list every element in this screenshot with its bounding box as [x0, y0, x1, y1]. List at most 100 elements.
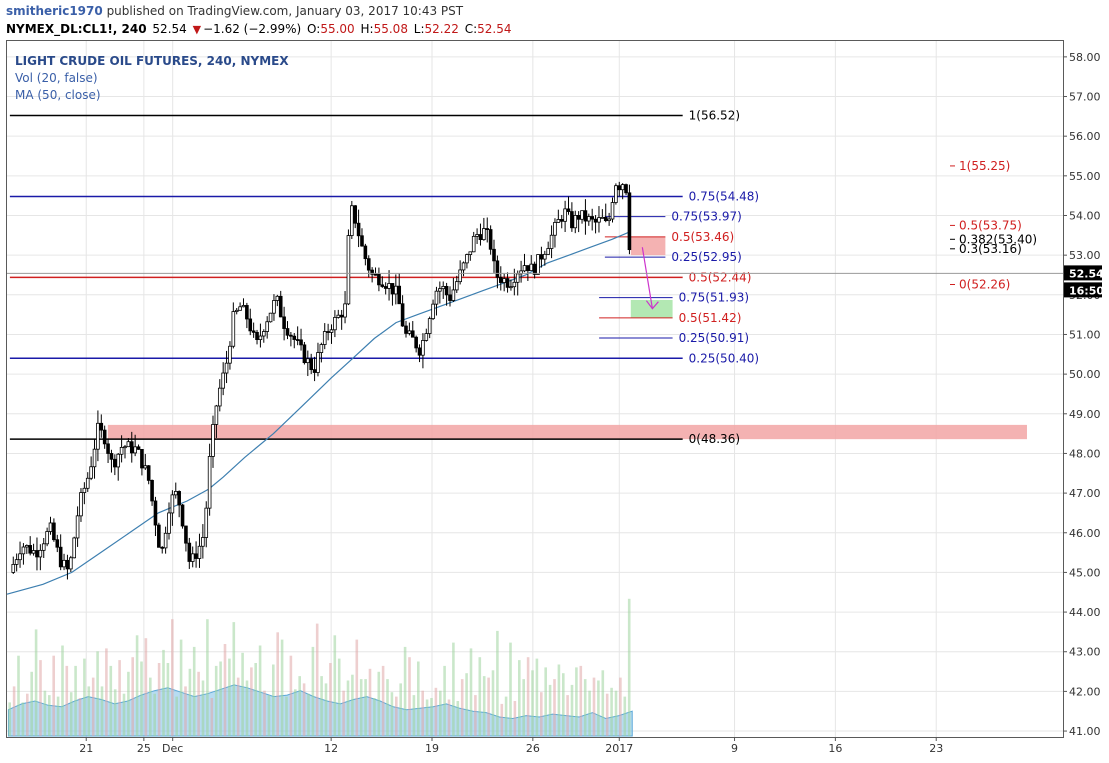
candle [421, 333, 425, 369]
candle-body [309, 358, 313, 371]
volume-bar [474, 695, 477, 736]
candle [251, 322, 256, 338]
candle-body [468, 251, 473, 255]
volume-bar [570, 684, 574, 736]
candle-body [326, 331, 330, 333]
candle [553, 218, 557, 248]
candle [519, 260, 523, 283]
candle [627, 184, 632, 255]
candle-body [421, 340, 425, 356]
candle-body [224, 362, 229, 374]
candle-body [146, 465, 151, 481]
x-tick-label: Dec [162, 742, 183, 755]
volume-bar [219, 661, 222, 736]
candle [407, 322, 412, 336]
candle [150, 479, 154, 506]
candle-body [119, 446, 124, 455]
author-link[interactable]: smitheric1970 [6, 4, 103, 18]
candle-body [336, 314, 341, 318]
volume-bar [171, 619, 174, 736]
candle-body [312, 369, 317, 373]
candle-body [75, 515, 80, 539]
volume-bar [562, 673, 565, 736]
candle [21, 543, 26, 565]
candle [370, 267, 374, 283]
volume-bar [214, 665, 218, 736]
candle [610, 197, 615, 223]
legend-volume[interactable]: Vol (20, false) [15, 71, 98, 85]
volume-bar [17, 655, 20, 736]
candle [549, 225, 554, 259]
candle [123, 444, 127, 459]
level-label: 0.5(52.44) [689, 270, 752, 284]
volume-bar [592, 677, 596, 736]
volume-bar [588, 690, 591, 736]
candle-body [21, 546, 26, 555]
legend-ma[interactable]: MA (50, close) [15, 88, 101, 102]
x-tick-label: 12 [324, 742, 338, 755]
candle [438, 281, 442, 304]
candle-body [221, 372, 225, 389]
candle-body [109, 453, 114, 460]
candle-body [245, 305, 249, 320]
volume-bar [254, 663, 257, 736]
low-label: L: [413, 22, 425, 36]
candle-body [380, 284, 385, 287]
candle-body [343, 303, 347, 318]
volume-bar [109, 665, 113, 736]
x-tick-label: 25 [137, 742, 151, 755]
y-tick-label: 44.00 [1069, 606, 1101, 619]
zone-sell-zone [630, 236, 666, 256]
candle [505, 272, 510, 293]
candle [180, 504, 185, 529]
volume-bar [267, 695, 271, 736]
candle [387, 270, 391, 301]
candle-body [306, 358, 310, 364]
legend-title[interactable]: LIGHT CRUDE OIL FUTURES, 240, NYMEX [15, 54, 289, 68]
candle-body [65, 559, 70, 570]
volume-bar [522, 679, 525, 736]
candle-body [167, 512, 171, 534]
candle-body [197, 545, 202, 559]
candle-body [570, 211, 574, 229]
volume-bar [417, 661, 420, 736]
projection-label: 0.75(53.97) [671, 210, 741, 224]
volume-bar [122, 693, 126, 736]
volume-bar [157, 663, 161, 736]
candle-body [102, 429, 107, 445]
candle-body [394, 285, 398, 295]
candle-body [397, 285, 402, 305]
volume-bar [272, 664, 275, 736]
candle-body [424, 333, 429, 341]
volume-bar [421, 690, 424, 736]
candle-body [488, 229, 493, 250]
candle [96, 410, 100, 462]
volume-bar [509, 642, 512, 736]
y-tick-label: 47.00 [1069, 487, 1101, 500]
candle [282, 306, 286, 341]
candle-body [79, 492, 83, 517]
volume-bar [395, 696, 398, 736]
candle [289, 332, 293, 347]
volume-bar [500, 703, 504, 736]
volume-bar [557, 664, 561, 736]
candle-body [438, 288, 442, 292]
candle [234, 307, 239, 315]
candle [488, 225, 493, 255]
candle [478, 223, 483, 246]
candle-body [231, 311, 236, 347]
candle-body [536, 254, 540, 275]
volume-bar [280, 639, 284, 736]
y-tick-label: 54.00 [1069, 209, 1101, 222]
volume-bar [311, 646, 315, 736]
volume-bar [460, 679, 464, 736]
candle [312, 356, 317, 382]
ma-line [6, 230, 632, 595]
candle-body [603, 216, 608, 222]
volume-bar [381, 665, 385, 736]
volume-bar [135, 635, 139, 736]
volume-bar [513, 701, 517, 736]
level-lines: 1(56.52) 0.75(54.48) 0.5(52.44) 0.25(50.40)… [9, 109, 1037, 446]
candle-body [404, 325, 408, 334]
